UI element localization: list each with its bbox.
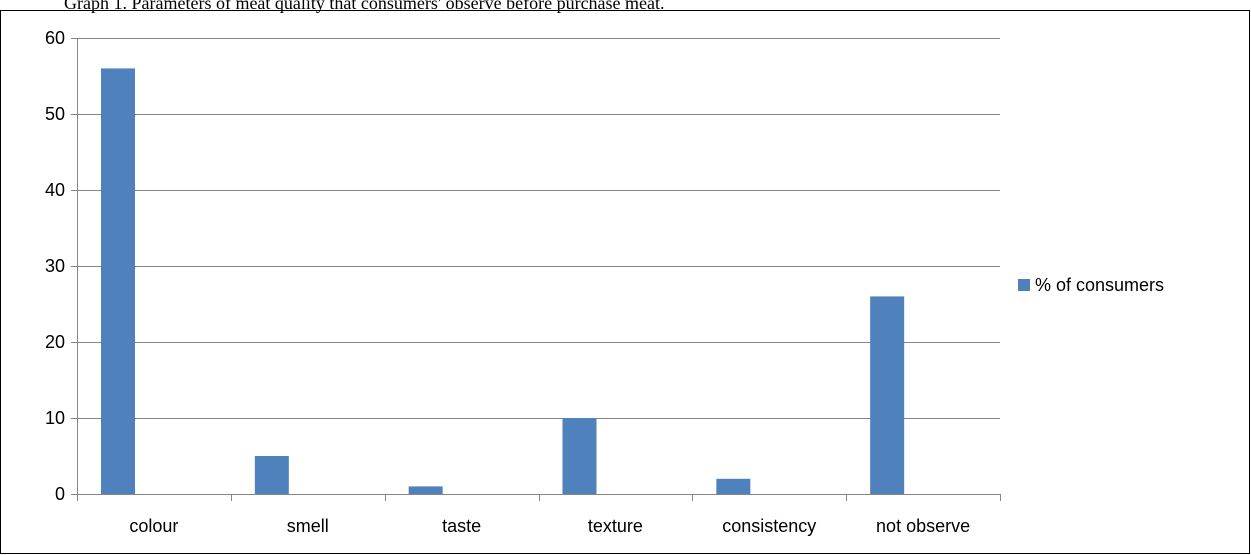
x-tick-label-colour: colour — [129, 516, 178, 536]
y-tick-label-10: 10 — [45, 408, 65, 428]
x-tick-label-taste: taste — [442, 516, 481, 536]
bars — [101, 68, 905, 495]
bar-consistency — [716, 478, 751, 494]
y-tick-label-60: 60 — [45, 28, 65, 48]
x-tick-label-texture: texture — [588, 516, 643, 536]
bar-colour — [101, 68, 135, 495]
y-tick-labels: 0 10 20 30 40 50 60 — [45, 28, 65, 504]
y-tick-label-40: 40 — [45, 180, 65, 200]
bar-smell — [254, 456, 289, 494]
legend: % of consumers — [1018, 275, 1164, 295]
axes — [71, 38, 1001, 501]
y-tick-label-50: 50 — [45, 104, 65, 124]
gridlines — [77, 38, 1000, 419]
bar-not-observe — [870, 296, 905, 494]
bar-taste — [408, 486, 443, 494]
legend-swatch — [1018, 279, 1030, 291]
legend-label: % of consumers — [1035, 275, 1164, 295]
x-tick-label-smell: smell — [287, 516, 329, 536]
chart-frame — [0, 10, 1250, 554]
x-tick-labels: colour smell taste texture consistency not ob… — [129, 516, 970, 536]
y-tick-label-0: 0 — [55, 484, 65, 504]
chart-caption: Graph 1. Parameters of meat quality that… — [64, 0, 665, 13]
x-tick-label-consistency: consistency — [722, 516, 816, 536]
y-tick-label-30: 30 — [45, 256, 65, 276]
bar-texture — [562, 418, 597, 494]
y-tick-label-20: 20 — [45, 332, 65, 352]
x-tick-label-not-observe: not observe — [876, 516, 970, 536]
